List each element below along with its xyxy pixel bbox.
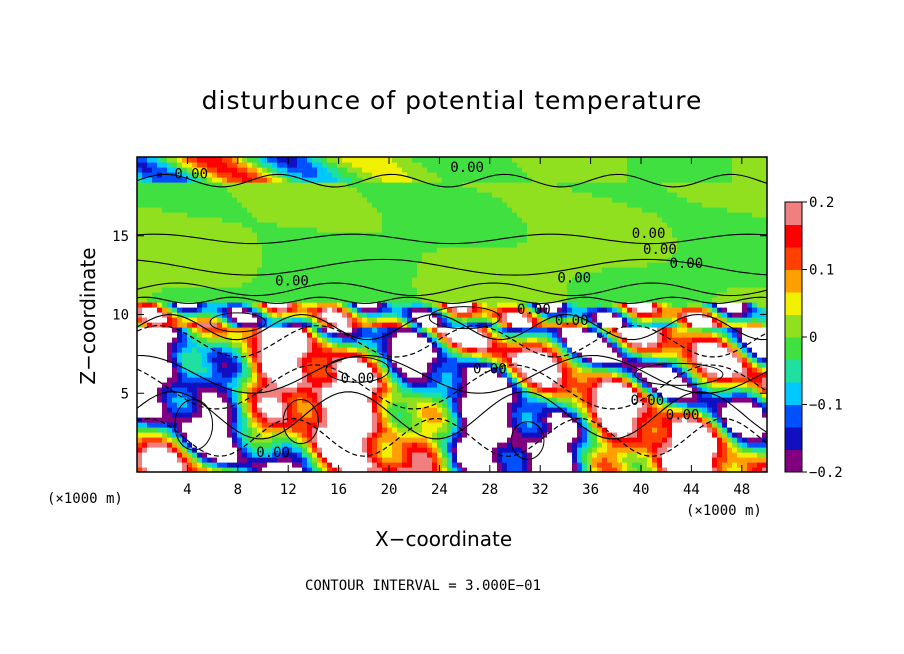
x-tick-label: 40 bbox=[633, 482, 650, 498]
x-tick-label: 32 bbox=[532, 482, 549, 498]
colorbar-tick-label: −0.1 bbox=[809, 398, 843, 414]
x-tick-label: 24 bbox=[431, 482, 448, 498]
contour-label: 0.00 bbox=[450, 160, 484, 176]
contour-label: 0.00 bbox=[275, 273, 309, 289]
contour-label: 0.00 bbox=[557, 270, 591, 286]
x-tick-label: 4 bbox=[183, 482, 191, 498]
contour-labels: 0.00 0.000.00 0.000.000.000.000.000.000.00… bbox=[174, 160, 703, 461]
colorbar-swatch bbox=[785, 224, 802, 248]
x-tick-label: 12 bbox=[280, 482, 297, 498]
contour-interval-note: CONTOUR INTERVAL = 3.000E−01 bbox=[305, 578, 542, 594]
colorbar-swatch bbox=[785, 359, 802, 383]
potential-temperature-field bbox=[137, 157, 767, 472]
x-axis-ticks: 4 8 12 16 20 24 28 32 36 40 44 48 bbox=[183, 157, 750, 498]
contour-label: 0.00 bbox=[473, 362, 507, 378]
y-tick-label: 10 bbox=[112, 308, 129, 324]
contour-label: 0.00 bbox=[670, 256, 704, 272]
x-tick-label: 8 bbox=[234, 482, 242, 498]
contour-label: 0.00 bbox=[666, 407, 700, 423]
colorbar-swatch bbox=[785, 314, 802, 338]
contour-label: 0.00 bbox=[632, 226, 666, 242]
x-tick-label: 36 bbox=[582, 482, 599, 498]
contour-label: 0.00 bbox=[174, 166, 208, 182]
colorbar-tick-label: 0 bbox=[809, 330, 817, 346]
colorbar-tick-label: 0.1 bbox=[809, 263, 834, 279]
colorbar-tick-label: −0.2 bbox=[809, 465, 843, 481]
contour-label: 0.00 bbox=[517, 302, 551, 318]
colorbar-swatch bbox=[785, 247, 802, 270]
y-tick-label: 15 bbox=[112, 229, 129, 245]
x-tick-label: 28 bbox=[481, 482, 498, 498]
colorbar-swatch bbox=[785, 292, 802, 315]
x-tick-label: 20 bbox=[381, 482, 398, 498]
y-axis-ticks: 5 10 15 bbox=[112, 229, 767, 402]
colorbar-swatch bbox=[785, 202, 802, 225]
contour-label: 0.00 bbox=[643, 242, 677, 258]
colorbar-swatch bbox=[785, 427, 802, 450]
x-tick-label: 16 bbox=[330, 482, 347, 498]
contour-lines bbox=[137, 173, 767, 460]
x-tick-label: 48 bbox=[733, 482, 750, 498]
colorbar-swatch bbox=[785, 269, 802, 293]
colorbar-swatch bbox=[785, 404, 802, 428]
x-axis-unit-right: (×1000 m) bbox=[686, 503, 762, 519]
x-tick-label: 44 bbox=[683, 482, 700, 498]
contour-label: 0.00 bbox=[555, 313, 589, 329]
colorbar: 0.2 0.1 0 −0.1 −0.2 bbox=[784, 195, 843, 481]
x-axis-unit-left: (×1000 m) bbox=[47, 491, 123, 507]
contour-label: 0.00 bbox=[630, 393, 664, 409]
y-tick-label: 5 bbox=[121, 386, 129, 402]
colorbar-tick-label: 0.2 bbox=[809, 195, 834, 211]
contour-label: 0.00 bbox=[341, 371, 375, 387]
contour-label: 0.00 bbox=[256, 445, 290, 461]
chart-title: disturbunce of potential temperature bbox=[201, 86, 703, 115]
colorbar-swatch bbox=[785, 382, 802, 405]
x-axis-label: X−coordinate bbox=[375, 527, 513, 551]
colorbar-swatch bbox=[785, 337, 802, 360]
colorbar-swatch bbox=[785, 449, 802, 473]
